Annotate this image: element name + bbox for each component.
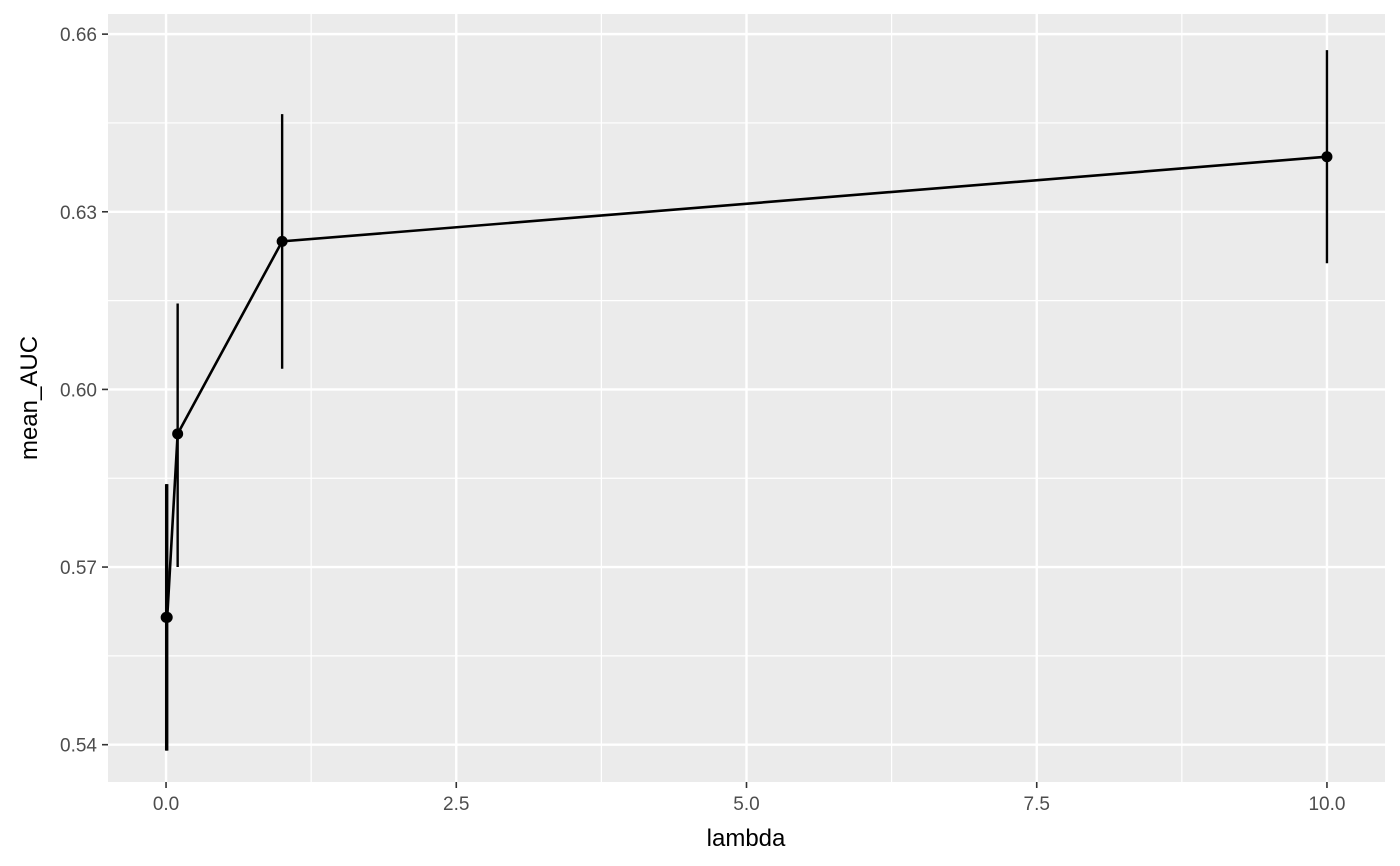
y-tick-label: 0.57 (60, 558, 97, 579)
y-tick-label: 0.54 (60, 736, 97, 757)
x-tick-label: 7.5 (1024, 794, 1050, 815)
major-gridlines (108, 14, 1385, 782)
y-tick-label: 0.63 (60, 203, 97, 224)
y-tick-label: 0.66 (60, 25, 97, 46)
x-tick-label: 5.0 (733, 794, 759, 815)
y-axis-title: mean_AUC (16, 336, 43, 460)
x-axis-title: lambda (707, 825, 786, 852)
x-tick-label: 0.0 (153, 794, 179, 815)
y-axis: 0.54 0.57 0.60 0.63 0.66 (60, 25, 108, 757)
data-point (172, 428, 184, 440)
data-point (1321, 151, 1333, 163)
x-axis: 0.0 2.5 5.0 7.5 10.0 (153, 782, 1345, 815)
y-tick-label: 0.60 (60, 380, 97, 401)
data-point (161, 611, 173, 623)
x-tick-label: 10.0 (1308, 794, 1345, 815)
data-points (160, 151, 1333, 623)
x-tick-label: 2.5 (443, 794, 469, 815)
data-point (276, 235, 288, 247)
